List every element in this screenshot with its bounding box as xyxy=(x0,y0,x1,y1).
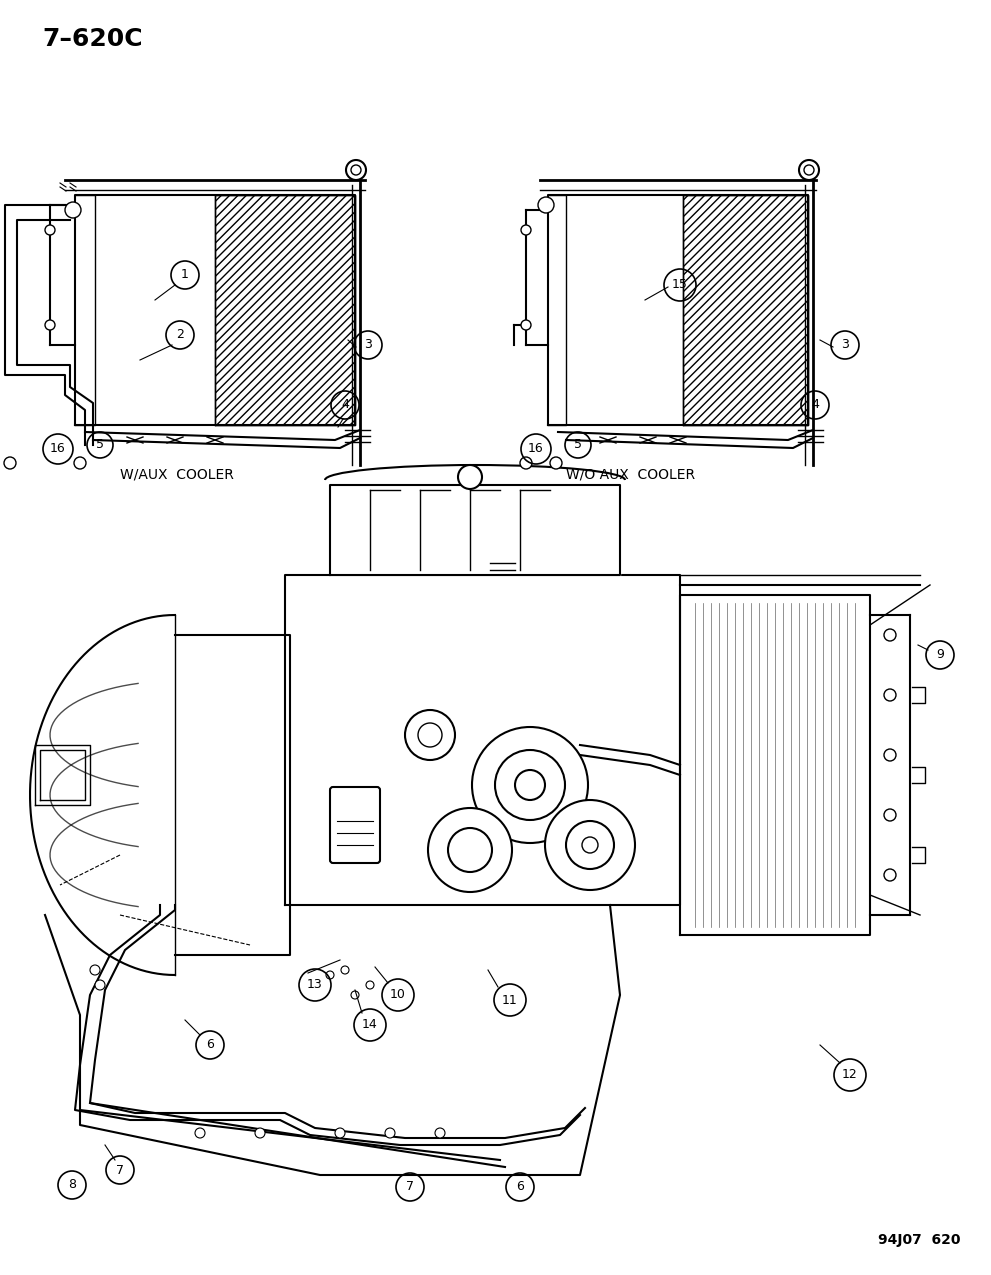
Text: 7: 7 xyxy=(406,1181,414,1193)
Text: 13: 13 xyxy=(307,978,323,992)
Circle shape xyxy=(341,966,349,974)
Circle shape xyxy=(65,201,81,218)
Circle shape xyxy=(326,972,334,979)
Circle shape xyxy=(521,224,531,235)
FancyBboxPatch shape xyxy=(330,787,380,863)
Circle shape xyxy=(458,465,482,490)
Text: 4: 4 xyxy=(811,399,819,412)
Text: 14: 14 xyxy=(362,1019,378,1031)
Circle shape xyxy=(45,320,55,330)
Text: 1: 1 xyxy=(181,269,189,282)
Text: 16: 16 xyxy=(51,442,65,455)
Text: 6: 6 xyxy=(206,1039,214,1052)
Text: 5: 5 xyxy=(96,439,104,451)
Circle shape xyxy=(95,980,105,989)
Polygon shape xyxy=(285,575,680,905)
Text: W/O AUX  COOLER: W/O AUX COOLER xyxy=(566,467,695,481)
Circle shape xyxy=(385,1128,395,1139)
Circle shape xyxy=(515,770,545,799)
Text: 94J07  620: 94J07 620 xyxy=(877,1233,960,1247)
Circle shape xyxy=(45,224,55,235)
Circle shape xyxy=(435,1128,445,1139)
Text: 7: 7 xyxy=(116,1164,124,1177)
Text: 3: 3 xyxy=(841,338,849,352)
Circle shape xyxy=(884,810,896,821)
Circle shape xyxy=(566,821,614,870)
Circle shape xyxy=(550,456,562,469)
Circle shape xyxy=(90,965,100,975)
Polygon shape xyxy=(30,615,175,975)
Circle shape xyxy=(74,456,86,469)
Text: 10: 10 xyxy=(390,988,406,1001)
Circle shape xyxy=(521,320,531,330)
Text: 16: 16 xyxy=(528,442,544,455)
Circle shape xyxy=(366,980,374,989)
Text: 6: 6 xyxy=(516,1181,524,1193)
Circle shape xyxy=(472,727,588,843)
Circle shape xyxy=(520,456,532,469)
Circle shape xyxy=(195,1128,205,1139)
Polygon shape xyxy=(680,595,870,935)
Circle shape xyxy=(448,827,492,872)
Text: 7–620C: 7–620C xyxy=(42,27,143,51)
Circle shape xyxy=(428,808,512,892)
Circle shape xyxy=(884,748,896,761)
Polygon shape xyxy=(683,195,808,425)
Circle shape xyxy=(884,629,896,641)
Text: 2: 2 xyxy=(176,329,184,342)
Text: W/AUX  COOLER: W/AUX COOLER xyxy=(120,467,234,481)
Polygon shape xyxy=(215,195,355,425)
Text: 8: 8 xyxy=(68,1178,76,1192)
Circle shape xyxy=(884,870,896,881)
Text: 11: 11 xyxy=(502,993,518,1006)
Text: 3: 3 xyxy=(364,338,372,352)
Circle shape xyxy=(351,991,359,1000)
Text: 5: 5 xyxy=(574,439,582,451)
Circle shape xyxy=(538,198,554,213)
Text: 4: 4 xyxy=(341,399,349,412)
Circle shape xyxy=(545,799,635,890)
Text: 12: 12 xyxy=(842,1068,858,1081)
Circle shape xyxy=(405,710,455,760)
Circle shape xyxy=(255,1128,265,1139)
Circle shape xyxy=(495,750,565,820)
Circle shape xyxy=(4,456,16,469)
Polygon shape xyxy=(330,484,620,575)
Text: 9: 9 xyxy=(936,649,944,662)
Text: 15: 15 xyxy=(672,278,688,292)
Circle shape xyxy=(884,688,896,701)
Circle shape xyxy=(335,1128,345,1139)
